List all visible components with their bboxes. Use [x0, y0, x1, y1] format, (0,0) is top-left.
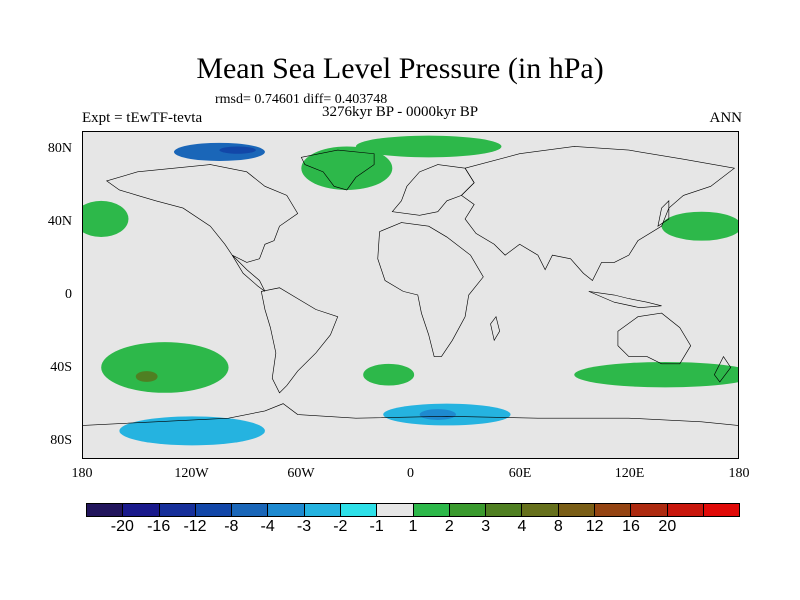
lat-tick-label: 0 [65, 287, 72, 302]
lon-tick-label: 120W [174, 466, 209, 481]
experiment-label: Expt = tEwTF-tevta [82, 110, 203, 126]
page-title: Mean Sea Level Pressure (in hPa) [196, 52, 604, 85]
colorbar-label: 20 [658, 518, 677, 535]
coast-greenland [300, 149, 375, 191]
colorbar-label: 4 [517, 518, 527, 535]
coast-new-zealand [713, 355, 732, 383]
anomaly-patch [135, 371, 158, 382]
colorbar-swatch [377, 504, 414, 516]
colorbar-swatch [413, 504, 450, 516]
colorbar-label: 3 [481, 518, 491, 535]
lon-tick-label: 180 [71, 466, 93, 481]
coast-antarctica [83, 403, 738, 426]
lon-tick-label: 60E [508, 466, 532, 481]
season-label: ANN [709, 110, 743, 126]
anomaly-patch [419, 409, 456, 420]
lat-tick-label: 40S [50, 359, 72, 375]
map-panel [82, 131, 739, 459]
colorbar-label: -3 [296, 518, 312, 535]
coast-south-america [260, 287, 339, 394]
coast-australia [617, 312, 692, 365]
coast-madagascar [490, 316, 500, 342]
lon-tick-label: 60W [287, 466, 315, 481]
period-label: 3276kyr BP - 0000kyr BP [322, 104, 479, 120]
coast-africa [377, 222, 484, 357]
colorbar-label: -8 [224, 518, 239, 535]
colorbar-swatch [522, 504, 559, 516]
lat-tick-label: 80N [47, 141, 72, 157]
anomaly-patch [119, 416, 265, 446]
colorbar-label: 8 [553, 518, 563, 535]
colorbar-swatch [703, 504, 740, 516]
colorbar-label: -2 [333, 518, 348, 535]
coast-asia [460, 146, 736, 282]
colorbar-label: 2 [444, 518, 454, 535]
colorbar-swatch [594, 504, 632, 516]
coast-japan [657, 200, 670, 227]
anomaly-patch [301, 146, 393, 190]
colorbar-swatch [123, 504, 160, 516]
lon-tick-label: 0 [407, 466, 414, 481]
lat-tick-label: 80S [50, 432, 72, 448]
colorbar-swatch [159, 504, 196, 516]
colorbar-swatch [304, 504, 341, 516]
colorbar-label: -1 [369, 518, 384, 535]
coast-indonesia [588, 291, 662, 308]
anomaly-patch [661, 211, 738, 241]
stats-line: rmsd= 0.74601 diff= 0.403748 [215, 92, 388, 107]
lon-tick-label: 180 [728, 466, 750, 481]
colorbar-swatch [340, 504, 378, 516]
anomaly-patch [101, 342, 229, 393]
colorbar [86, 503, 740, 517]
colorbar-label: 1 [408, 518, 418, 535]
colorbar-label: 16 [622, 518, 640, 535]
coastlines [83, 146, 738, 426]
colorbar-swatch [486, 504, 523, 516]
colorbar-swatch [87, 504, 124, 516]
coast-europe [391, 164, 475, 216]
colorbar-swatch [558, 504, 595, 516]
colorbar-swatch [232, 504, 269, 516]
anomaly-patch [363, 363, 415, 386]
coast-north-america [105, 164, 299, 263]
colorbar-swatch [631, 504, 668, 516]
lat-tick-label: 40N [47, 214, 72, 230]
anomaly-patch [574, 362, 738, 388]
colorbar-label: 12 [585, 518, 604, 535]
coast-central-america [231, 254, 266, 292]
colorbar-swatch [268, 504, 305, 516]
colorbar-swatch [449, 504, 487, 516]
lon-tick-label: 120E [614, 466, 645, 481]
anomaly-patch [355, 135, 502, 158]
map-canvas [83, 135, 738, 446]
anomaly-patch [83, 200, 129, 238]
colorbar-label: -16 [147, 518, 171, 535]
colorbar-swatch [667, 504, 704, 516]
colorbar-label: -4 [260, 518, 275, 535]
colorbar-swatch [195, 504, 233, 516]
anomaly-patch [219, 146, 256, 154]
colorbar-label: -20 [110, 518, 134, 535]
colorbar-label: -12 [183, 518, 207, 535]
